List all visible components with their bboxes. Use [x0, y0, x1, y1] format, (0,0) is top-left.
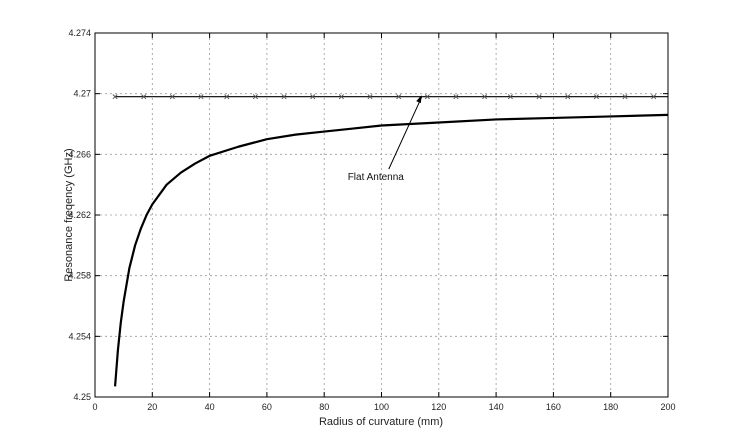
x-tick-label: 80 — [319, 402, 329, 412]
series-group — [112, 94, 669, 387]
x-tick-label: 200 — [660, 402, 675, 412]
plot-frame — [94, 32, 669, 398]
x-tick-label: 100 — [374, 402, 389, 412]
annotation-arrow — [388, 96, 423, 170]
x-axis-label: Radius of curvature (mm) — [319, 416, 443, 428]
annotation-label: Flat Antenna — [348, 172, 405, 183]
series-marker — [252, 94, 258, 100]
series-marker — [593, 94, 599, 100]
series-marker — [224, 94, 230, 100]
series-marker — [507, 94, 513, 100]
y-tick-label: 4.258 — [68, 271, 91, 281]
y-axis-label: Resonance freqency (GHz) — [63, 148, 75, 281]
x-tick-label: 140 — [489, 402, 504, 412]
series-marker — [424, 94, 430, 100]
series-marker — [622, 94, 628, 100]
x-tick-label: 20 — [147, 402, 157, 412]
series-marker — [141, 94, 147, 100]
y-tick-label: 4.262 — [68, 210, 91, 220]
y-tick-label: 4.254 — [68, 331, 91, 341]
series-marker — [169, 94, 175, 100]
series-marker — [536, 94, 542, 100]
series-marker — [112, 94, 118, 100]
x-tick-label: 40 — [205, 402, 215, 412]
grid — [95, 33, 668, 397]
series-marker — [396, 94, 402, 100]
y-tick-label: 4.266 — [68, 149, 91, 159]
x-tick-label: 180 — [603, 402, 618, 412]
y-tick-label: 4.27 — [73, 89, 91, 99]
annotations: Flat Antenna — [348, 95, 423, 183]
series-marker — [565, 94, 571, 100]
series-line-1 — [113, 113, 669, 387]
x-tick-label: 160 — [546, 402, 561, 412]
series-marker — [453, 94, 459, 100]
series-marker — [198, 94, 204, 100]
x-tick-label: 120 — [431, 402, 446, 412]
y-tick-label: 4.274 — [68, 28, 91, 38]
series-marker — [310, 94, 316, 100]
series-marker — [367, 94, 373, 100]
x-tick-label: 60 — [262, 402, 272, 412]
x-tick-label: 0 — [92, 402, 97, 412]
y-tick-label: 4.25 — [73, 392, 91, 402]
series-marker — [482, 94, 488, 100]
annotation-arrowhead — [416, 95, 422, 104]
series-marker — [281, 94, 287, 100]
series-marker — [651, 94, 657, 100]
series-marker — [338, 94, 344, 100]
